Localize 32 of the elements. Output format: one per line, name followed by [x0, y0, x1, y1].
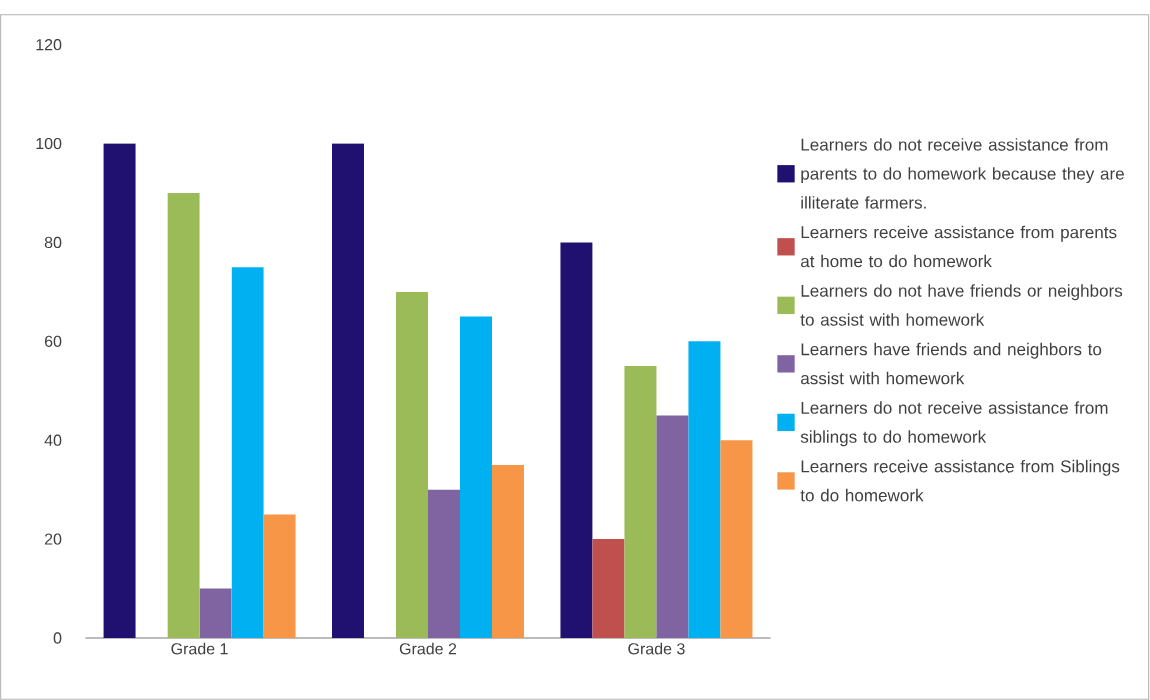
legend-label: Learners do not have friends or neighbors to assist with homework: [800, 284, 1123, 326]
bar: [492, 464, 524, 638]
bar: [560, 242, 593, 638]
legend-label: Learners receive assistance from Siblings to do homework: [800, 459, 1120, 502]
legend-label: Learners do not receive assistance from parents to do homework because they are illiterate farmers.: [801, 138, 1124, 209]
legend-label: Learners do not receive assistance from siblings to do homework: [800, 401, 1108, 447]
y-tick-label: 80: [44, 236, 62, 249]
y-tick-label: 0: [53, 632, 62, 644]
bar: [103, 143, 136, 638]
y-tick-label: 100: [36, 137, 62, 150]
bar: [720, 440, 753, 638]
y-tick-label: 20: [44, 533, 62, 545]
bar: [199, 588, 232, 638]
bar: [460, 316, 492, 638]
bar: [332, 143, 364, 638]
bar: [688, 341, 721, 638]
bar: [263, 514, 296, 638]
bar: [428, 489, 460, 638]
x-tick-label: Grade 1: [171, 642, 228, 655]
x-tick-label: Grade 3: [628, 642, 685, 655]
legend-label: Learners receive assistance from parents at home to do homework: [801, 225, 1117, 268]
bar: [592, 539, 625, 638]
bar: [656, 415, 689, 638]
bar: [624, 366, 657, 638]
x-tick-label: Grade 2: [399, 642, 457, 655]
bar: [231, 267, 264, 638]
y-tick-label: 40: [44, 434, 62, 446]
y-tick-label: 120: [36, 39, 62, 51]
legend-label: Learners have friends and neighbors to assist with homework: [801, 342, 1102, 385]
y-tick-label: 60: [44, 335, 62, 347]
bar: [396, 291, 428, 638]
bar: [167, 193, 200, 638]
